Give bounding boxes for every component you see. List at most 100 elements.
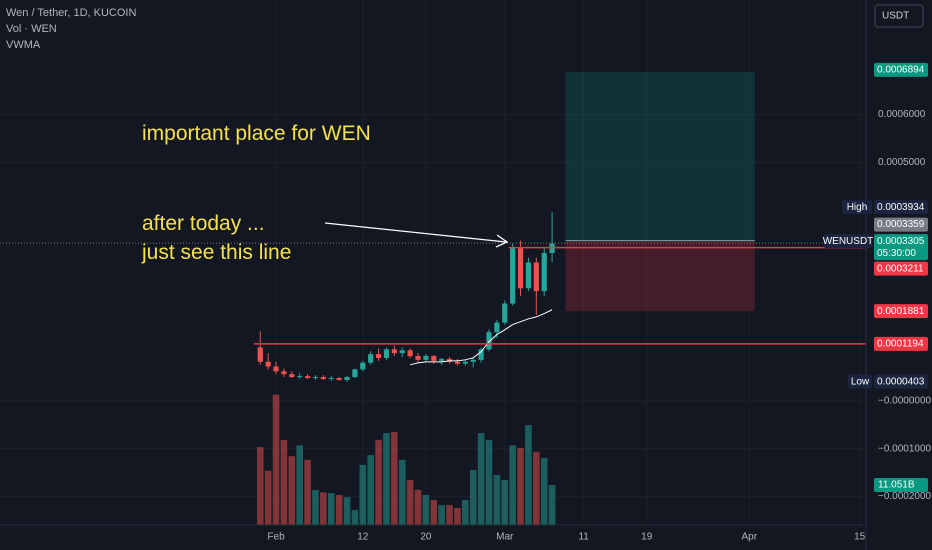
volume-bar — [288, 456, 296, 525]
price-label-box — [874, 304, 928, 319]
candle-body — [257, 347, 263, 362]
volume-bar — [517, 447, 524, 525]
volume-bar — [398, 459, 406, 525]
candle-body — [478, 349, 484, 360]
price-label: 0.0003934 — [877, 202, 925, 213]
symbol-title: Wen / Tether, 1D, KUCOIN — [6, 7, 136, 19]
indicator-label: VWMA — [6, 39, 41, 51]
x-tick-label: 15 — [854, 532, 866, 543]
volume-bar — [430, 500, 438, 525]
price-tag: High — [847, 202, 868, 213]
price-label-box — [874, 336, 928, 351]
price-label: 0.0003305 — [877, 236, 925, 247]
volume-bar — [359, 464, 367, 525]
y-tick-label: −0.0002000 — [878, 491, 932, 502]
volume-bar — [383, 433, 390, 525]
volume-bar — [375, 439, 382, 525]
price-label-box — [874, 200, 928, 215]
candle-body — [352, 369, 358, 378]
volume-bar — [493, 475, 501, 525]
price-label-box — [874, 374, 928, 389]
volume-bar — [548, 484, 556, 525]
candle-body — [399, 350, 405, 354]
candle-body — [336, 378, 342, 380]
volume-bar — [525, 425, 532, 525]
candle-body — [407, 350, 413, 357]
candle-body — [297, 376, 303, 378]
candle-body — [360, 362, 366, 370]
x-tick-label: Apr — [741, 532, 757, 543]
candle-body — [431, 356, 437, 361]
candle-body — [525, 262, 532, 289]
annotation: just see this line — [141, 241, 291, 264]
candle-body — [502, 303, 508, 323]
price-label: 0.0000403 — [877, 376, 925, 387]
volume-bar — [509, 445, 516, 525]
y-tick-label: 0.0005000 — [878, 157, 926, 168]
x-tick-label: 20 — [420, 532, 432, 543]
y-tick-label: −0.0001000 — [878, 443, 932, 454]
arrow — [324, 222, 509, 248]
volume-label-box — [874, 477, 928, 492]
candle-body — [391, 349, 397, 354]
volume-bar — [438, 505, 445, 525]
candle-body — [289, 374, 295, 378]
candle-body — [517, 248, 524, 289]
x-tick-label: Mar — [496, 532, 514, 543]
candle-body — [541, 252, 547, 292]
countdown: 05:30:00 — [877, 248, 916, 259]
price-tag-box — [824, 234, 872, 249]
volume-bar — [422, 494, 430, 525]
candle-body — [312, 377, 319, 379]
x-tick-label: 12 — [357, 532, 369, 543]
price-tag-box — [842, 200, 872, 215]
volume-bar — [462, 500, 469, 525]
currency-label[interactable]: USDT — [882, 11, 909, 22]
candle-body — [494, 322, 500, 333]
x-tick-label: 19 — [641, 532, 653, 543]
stop-zone — [565, 240, 755, 312]
volume-bar — [469, 469, 477, 525]
candle-body — [273, 366, 279, 372]
price-label: 0.0001881 — [877, 306, 925, 317]
candle-body — [368, 354, 374, 363]
candle-body — [281, 371, 287, 375]
candle-body — [533, 262, 539, 292]
volume-bar — [367, 455, 374, 525]
candle-body — [486, 332, 492, 350]
volume-bar — [454, 507, 461, 525]
annotation: important place for WEN — [142, 122, 371, 145]
volume-bar — [304, 459, 311, 525]
price-tag: WENUSDT — [823, 236, 874, 247]
arrow-head — [495, 234, 509, 248]
candle-body — [320, 377, 326, 379]
price-tag-box — [848, 374, 872, 389]
volume-bar — [280, 439, 288, 525]
volume-bar — [540, 458, 548, 525]
candle-body — [344, 377, 350, 380]
currency-button[interactable] — [874, 4, 924, 28]
price-label-box — [874, 234, 928, 261]
candle-body — [265, 361, 271, 367]
candle-body — [470, 359, 476, 362]
volume-bar — [406, 480, 414, 525]
volume-bar — [446, 505, 453, 525]
price-label-box — [874, 62, 928, 77]
volume-bar — [414, 489, 422, 525]
volume-label: 11.051B — [878, 480, 915, 491]
candle-body — [423, 356, 429, 360]
price-labels: 0.0006894 0.0003934 High 0.0003359 0.0003305… — [823, 62, 928, 492]
volume-bar — [327, 493, 335, 525]
annotation: after today ... — [142, 212, 265, 235]
candle-body — [415, 356, 421, 360]
price-label-box — [874, 217, 928, 232]
volume-bar — [501, 480, 509, 525]
candle-body — [328, 378, 334, 379]
volume-bar — [264, 470, 272, 525]
price-tag: Low — [851, 376, 870, 387]
candle-body — [375, 354, 382, 358]
price-label-box — [874, 261, 928, 276]
price-label: 0.0003359 — [877, 219, 925, 230]
volume-bar — [391, 431, 398, 525]
